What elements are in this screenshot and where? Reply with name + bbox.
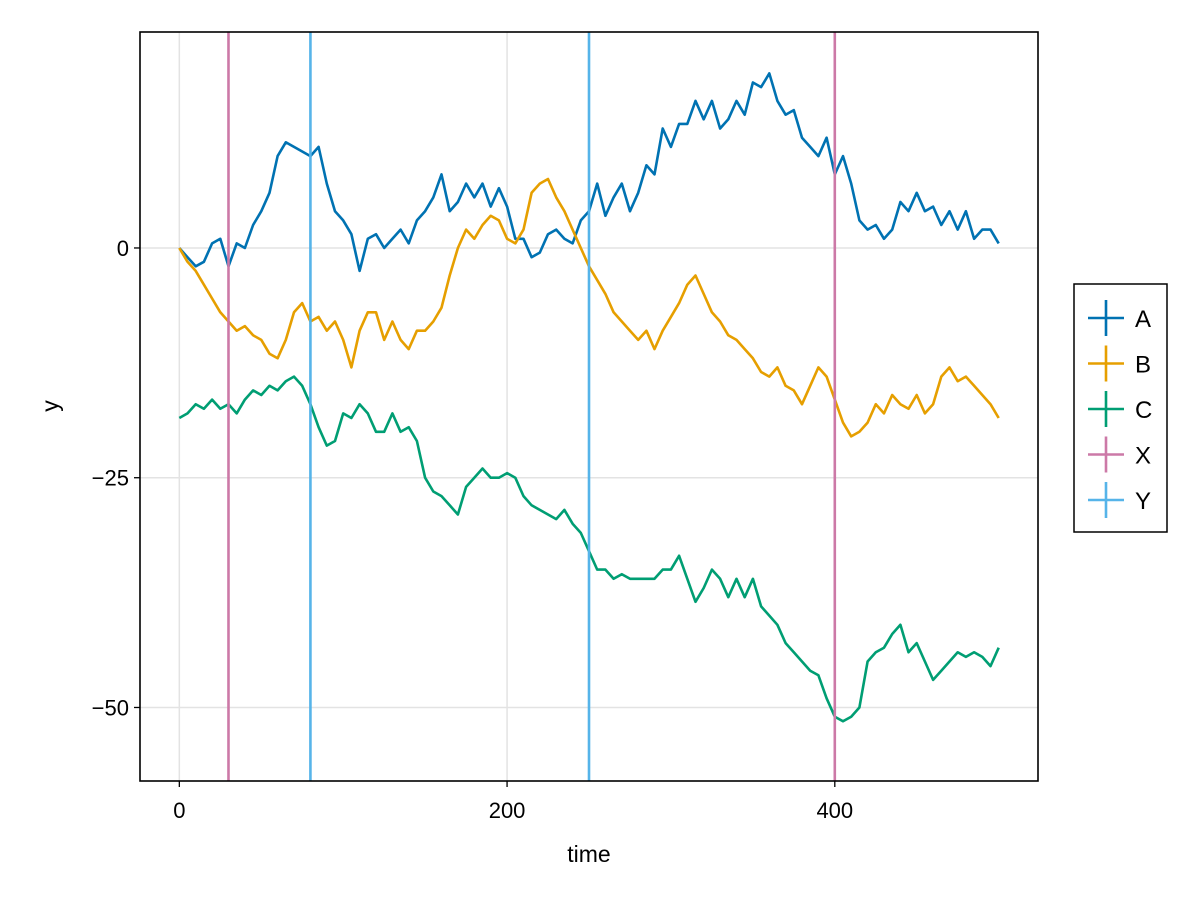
legend-label-c: C — [1135, 397, 1152, 424]
y-axis-ticks: 0 −25 −50 — [92, 236, 140, 720]
legend-label-y: Y — [1135, 488, 1151, 515]
x-axis-label: time — [567, 841, 610, 867]
x-tick-label: 0 — [173, 798, 185, 823]
y-tick-label: −25 — [92, 466, 129, 491]
x-tick-label: 200 — [489, 798, 526, 823]
y-tick-label: −50 — [92, 695, 129, 720]
y-axis-label: y — [37, 400, 63, 412]
plot-frame — [139, 31, 1039, 782]
x-axis-ticks: 0 200 400 — [173, 781, 853, 823]
legend-label-a: A — [1135, 306, 1151, 333]
series-layer — [178, 32, 1000, 781]
x-tick-label: 400 — [816, 798, 853, 823]
legend-label-b: B — [1135, 352, 1151, 379]
y-tick-label: 0 — [117, 236, 129, 261]
legend-label-x: X — [1135, 443, 1151, 470]
